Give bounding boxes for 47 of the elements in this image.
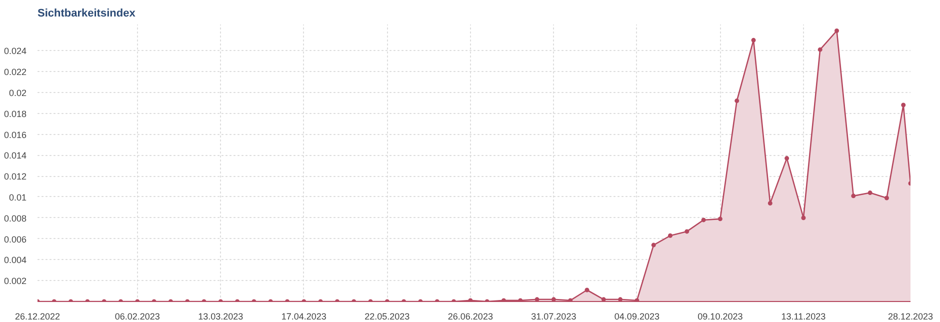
point [684,229,690,234]
x-tick-label: 31.07.2023 [531,312,576,322]
point [818,47,822,52]
x-tick-label: 22.05.2023 [364,312,410,322]
point [634,298,640,302]
y-tick-label: 0.014 [4,150,27,161]
point [568,298,573,302]
y-tick-label: 0.004 [4,255,27,266]
point [701,218,706,222]
point [551,297,556,302]
point [901,102,906,108]
y-tick-label: 0.02 [8,88,27,98]
x-tick-label: 28.12.2023 [888,312,934,322]
chart-title: Sichtbarkeitsindex [38,8,136,20]
point [884,196,889,200]
x-tick-label: 17.04.2023 [281,312,326,322]
point [534,297,540,302]
y-tick-label: 0.01 [8,192,27,202]
point [584,288,590,292]
x-tick-label: 06.02.2023 [114,312,160,322]
point [784,156,790,161]
y-tick-label: 0.006 [4,234,27,244]
x-tick-label: 04.09.2023 [614,312,660,322]
point [851,194,856,198]
point [601,297,606,302]
point [651,242,656,248]
y-tick-label: 0.016 [4,130,27,140]
y-tick-label: 0.008 [4,213,27,224]
x-tick-label: 09.10.2023 [698,312,743,322]
y-tick-label: 0.022 [4,67,27,78]
point [734,98,740,104]
x-tick-label: 26.12.2022 [14,312,60,322]
point [868,190,872,196]
x-tick-label: 26.06.2023 [448,312,493,322]
y-tick-label: 0.012 [4,172,27,182]
y-tick-label: 0.024 [4,46,27,56]
point [618,297,623,302]
point [751,38,756,42]
point [801,216,806,220]
point [768,200,772,206]
y-tick-label: 0.018 [4,108,27,119]
x-tick-label: 13.03.2023 [198,312,244,322]
x-tick-label: 13.11.2023 [781,312,826,322]
point [718,216,722,222]
point [834,28,840,34]
point [668,233,672,238]
y-tick-label: 0.002 [4,276,27,286]
